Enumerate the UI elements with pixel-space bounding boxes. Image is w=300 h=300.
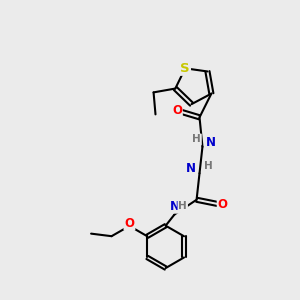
- Text: H: H: [192, 134, 201, 144]
- Text: H: H: [178, 201, 187, 211]
- Text: S: S: [180, 62, 190, 75]
- Text: O: O: [172, 104, 182, 118]
- Text: N: N: [186, 162, 196, 175]
- Text: H: H: [204, 161, 213, 171]
- Text: O: O: [124, 217, 134, 230]
- Text: N: N: [169, 200, 179, 213]
- Text: O: O: [218, 198, 228, 211]
- Text: N: N: [206, 136, 216, 149]
